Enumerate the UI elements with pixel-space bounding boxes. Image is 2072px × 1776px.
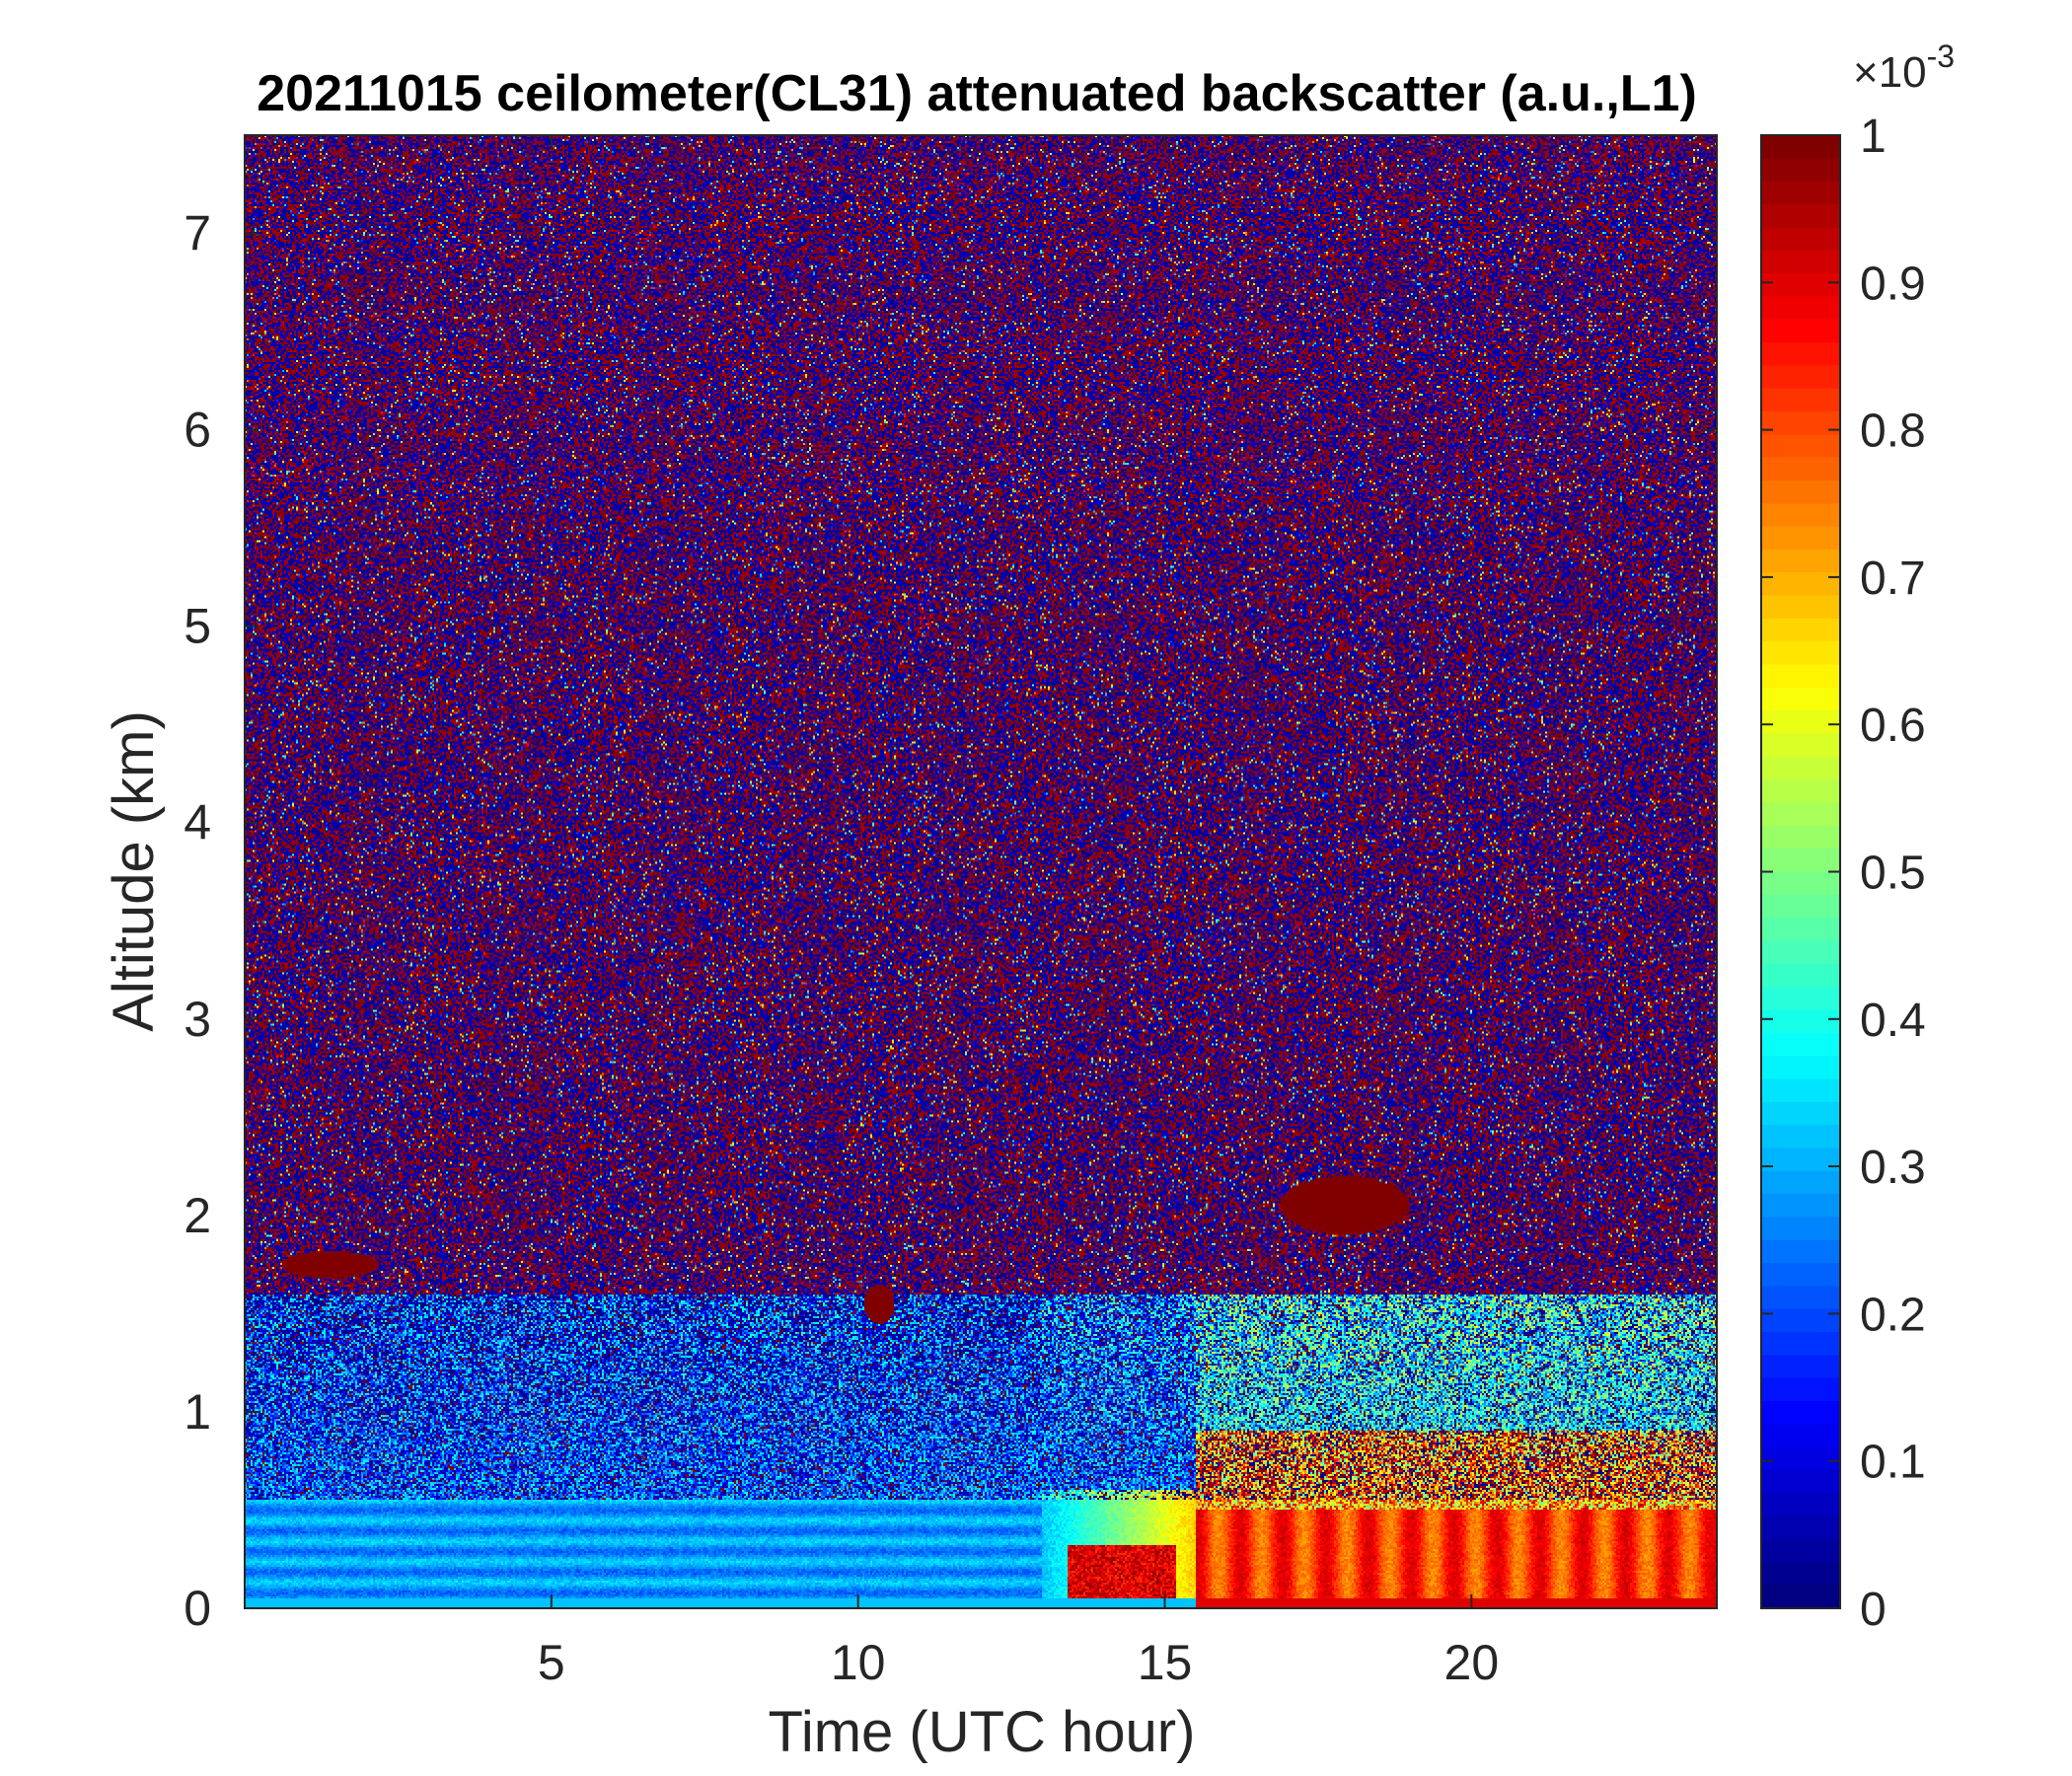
colorbar-tick-label: 1	[1860, 111, 1887, 163]
colorbar-gradient	[1761, 135, 1840, 1608]
colorbar-tick-label: 0.7	[1860, 553, 1926, 605]
colorbar-tick-label: 0.6	[1860, 700, 1926, 752]
x-tick-label: 15	[1138, 1635, 1193, 1690]
y-tick-label: 3	[184, 992, 211, 1047]
y-axis-label: Altitude (km)	[102, 710, 166, 1032]
y-tick-label: 5	[184, 599, 211, 654]
x-tick-label: 10	[831, 1635, 886, 1690]
x-tick-label: 5	[538, 1635, 565, 1690]
x-axis-ticks: 5 10 15 20	[538, 135, 1499, 1690]
colorbar-tick-label: 0.5	[1860, 848, 1926, 900]
colorbar-exponent: ×10-3	[1853, 38, 1955, 97]
backscatter-heatmap	[245, 135, 1717, 1608]
colorbar-tick-label: 0.4	[1860, 995, 1926, 1047]
chart-title: 20211015 ceilometer(CL31) attenuated bac…	[257, 65, 1697, 122]
y-tick-label: 0	[184, 1581, 211, 1636]
x-axis-label: Time (UTC hour)	[769, 1700, 1196, 1764]
y-tick-label: 6	[184, 403, 211, 458]
y-tick-label: 4	[184, 795, 211, 851]
colorbar-tick-label: 0.1	[1860, 1437, 1926, 1489]
plot-frame	[244, 134, 1718, 1609]
heatmap-image-container	[245, 135, 1717, 1608]
colorbar-tick-label: 0.2	[1860, 1289, 1926, 1341]
y-axis-ticks: 0 1 2 3 4 5 6 7	[184, 206, 1717, 1636]
y-tick-label: 1	[184, 1384, 211, 1440]
colorbar-tick-label: 0.9	[1860, 258, 1926, 310]
colorbar-tick-label: 0.8	[1860, 406, 1926, 458]
colorbar-tick-label: 0	[1860, 1584, 1887, 1636]
colorbar-ticks: 0 0.1 0.2 0.3 0.4 0.5 0.6 0.7 0.8 0.9 1	[1761, 111, 1926, 1636]
y-tick-label: 7	[184, 206, 211, 261]
colorbar-tick-label: 0.3	[1860, 1142, 1926, 1194]
colorbar-container	[1761, 135, 1840, 1608]
y-tick-label: 2	[184, 1188, 211, 1243]
x-tick-label: 20	[1444, 1635, 1500, 1690]
